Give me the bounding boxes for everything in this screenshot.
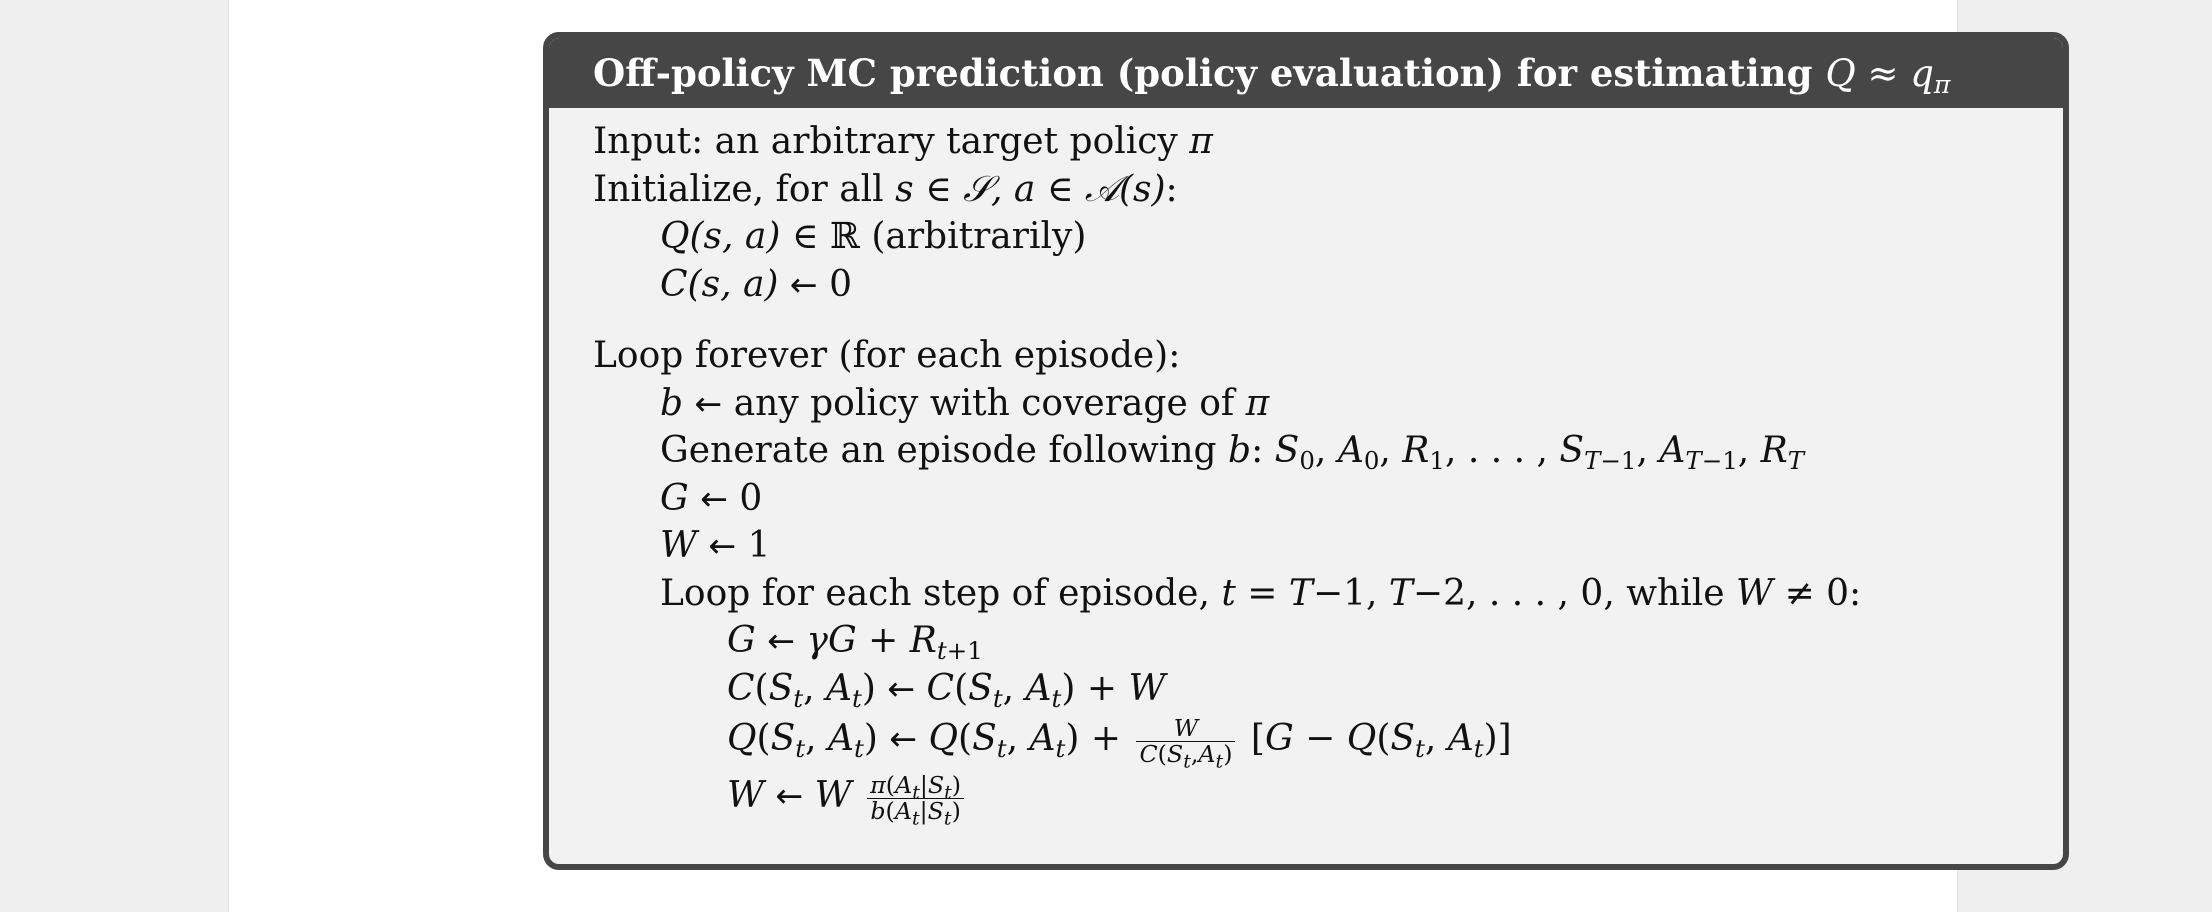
algorithm-title-text: Off-policy MC prediction (policy evaluat…	[593, 51, 1813, 95]
inner-loop-label: Loop for each step of episode,	[660, 572, 1210, 614]
document-page: Off-policy MC prediction (policy evaluat…	[228, 0, 2069, 912]
w-init-line: W ← 1	[660, 525, 771, 566]
algorithm-title-math: Q ≈ qπ	[1825, 52, 1951, 100]
while-label: while	[1626, 572, 1725, 614]
w-over-c-fraction: W C(St,At)	[1136, 715, 1236, 770]
g-update-line: G ← γG + Rt+1	[727, 620, 983, 665]
initialize-math: s ∈ 𝒮, a ∈ 𝒜(s)	[895, 168, 1166, 210]
inner-loop-line: Loop for each step of episode, t = T−1, …	[660, 572, 1862, 614]
input-line: Input: an arbitrary target policy π	[593, 118, 2063, 166]
behavior-policy-text: any policy with coverage of	[733, 382, 1235, 424]
c-update-line: C(St, At) ← C(St, At) + W	[727, 667, 1166, 713]
input-pi: π	[1189, 121, 1213, 162]
generate-episode-text: Generate an episode following	[660, 430, 1217, 471]
loop-forever-line: Loop forever (for each episode):	[593, 332, 2063, 380]
loop-forever-label: Loop forever (for each episode):	[593, 335, 1181, 376]
init-c-line: C(s, a) ← 0	[660, 263, 853, 305]
g-init-line: G ← 0	[660, 477, 763, 519]
input-label: Input: an arbitrary target policy	[593, 121, 1178, 162]
importance-ratio-fraction: π(At|St) b(At|St)	[867, 772, 965, 827]
algorithm-box: Off-policy MC prediction (policy evaluat…	[543, 32, 2069, 870]
init-q-line: Q(s, a) ∈ ℝ (arbitrarily)	[660, 216, 1087, 257]
algorithm-body: Input: an arbitrary target policy π Init…	[549, 108, 2063, 827]
initialize-line: Initialize, for all s ∈ 𝒮, a ∈ 𝒜(s):	[593, 168, 1178, 210]
initialize-label: Initialize, for all	[593, 168, 884, 210]
behavior-policy-line: b ← any policy with coverage of π	[660, 382, 1270, 424]
generate-episode-line: Generate an episode following b: S0, A0,…	[660, 430, 1805, 475]
q-update-line: Q(St, At) ← Q(St, At) + W C(St,At) [G − …	[727, 713, 1512, 772]
w-update-line: W ← W π(At|St) b(At|St)	[593, 766, 2063, 827]
algorithm-title: Off-policy MC prediction (policy evaluat…	[549, 38, 2063, 108]
